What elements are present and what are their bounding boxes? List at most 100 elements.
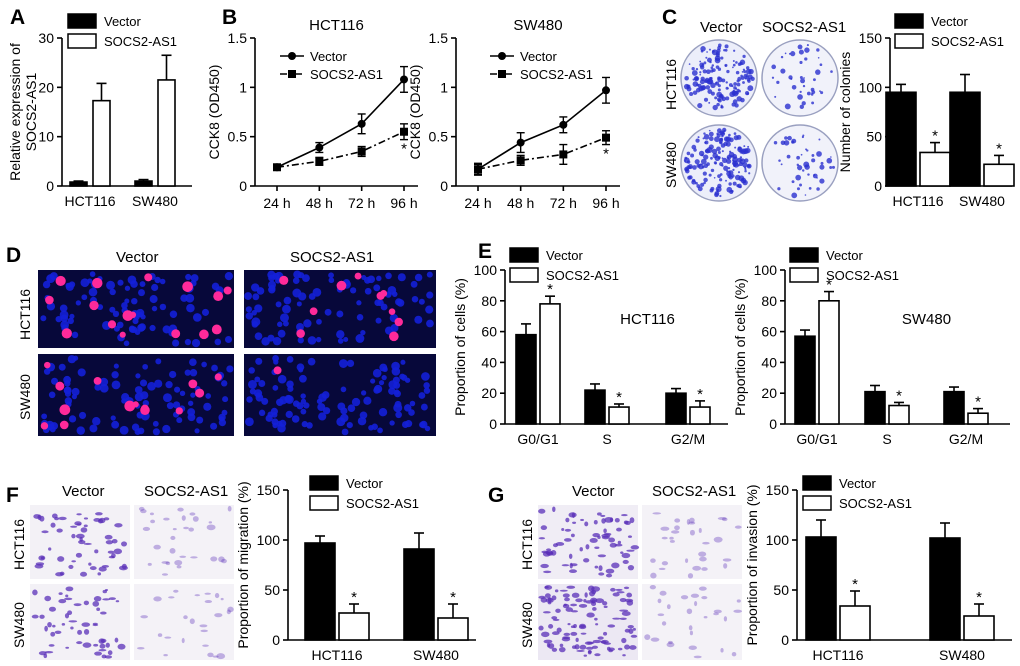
- legend-swatch-socs2: [894, 33, 924, 49]
- colony-dot: [710, 168, 715, 173]
- edu-positive-nucleus: [182, 281, 193, 292]
- colony-dot: [722, 157, 728, 164]
- colony-dot: [707, 89, 713, 94]
- stained-cell: [575, 637, 579, 642]
- nucleus: [292, 277, 300, 285]
- nucleus: [154, 379, 163, 388]
- colony-dot: [736, 184, 740, 188]
- colony-dot: [735, 70, 740, 75]
- stained-cell: [687, 573, 694, 579]
- chart-c: 0 50 100 150 Number of colonies HCT116 * SW480 *…: [837, 13, 1015, 209]
- nucleus: [388, 387, 396, 395]
- legend-label-socs2: SOCS2-AS1: [839, 496, 912, 511]
- colony-dot: [707, 78, 714, 85]
- y-axis-label: Number of colonies: [837, 52, 853, 173]
- nucleus: [277, 374, 287, 384]
- nucleus: [75, 300, 81, 306]
- edu-row-label-hct116: HCT116: [17, 289, 33, 340]
- nucleus: [371, 423, 378, 430]
- stained-cell: [659, 590, 667, 596]
- nucleus: [395, 411, 402, 419]
- stained-cell: [597, 554, 607, 558]
- colony-dot: [729, 137, 734, 143]
- stained-cell: [98, 649, 107, 652]
- nucleus: [71, 387, 80, 396]
- colony-dot: [771, 64, 777, 70]
- nucleus: [315, 336, 322, 343]
- bar-socs2: [689, 406, 711, 425]
- stained-cell: [538, 537, 546, 540]
- line-vector: [477, 89, 607, 170]
- nucleus: [423, 382, 430, 389]
- nucleus: [124, 285, 131, 291]
- migration-row-label-sw480: SW480: [11, 602, 27, 648]
- nucleus: [121, 302, 128, 309]
- colony-dot: [733, 162, 739, 168]
- legend-label-vector: Vector: [839, 476, 877, 491]
- stained-cell: [212, 655, 219, 658]
- nucleus: [419, 420, 428, 429]
- nucleus: [151, 305, 158, 312]
- colony-dot: [747, 79, 751, 83]
- colony-dot: [739, 156, 743, 159]
- stained-cell: [161, 573, 169, 576]
- colony-dot: [744, 168, 747, 171]
- bar-vector: [929, 537, 961, 641]
- nucleus: [191, 338, 201, 348]
- colony-dot: [829, 166, 833, 169]
- stained-cell: [114, 523, 123, 528]
- colony-dot: [804, 164, 810, 170]
- colony-dot: [686, 151, 691, 156]
- nucleus: [423, 387, 431, 394]
- stained-cell: [632, 627, 636, 631]
- nucleus: [192, 313, 202, 322]
- nucleus: [49, 426, 56, 433]
- y-tick-label: 150: [859, 30, 883, 46]
- stained-cell: [93, 643, 99, 647]
- invasion-row-label-hct116: HCT116: [519, 519, 535, 570]
- nucleus: [380, 303, 388, 311]
- colony-dot: [696, 163, 701, 168]
- stained-cell: [650, 637, 660, 642]
- colony-dot: [685, 168, 689, 172]
- stained-cell: [592, 607, 597, 611]
- nucleus: [324, 308, 332, 316]
- nucleus: [300, 408, 307, 415]
- colony-dot: [810, 93, 814, 96]
- colony-dot: [819, 90, 821, 93]
- nucleus: [395, 298, 403, 306]
- colony-dot: [725, 96, 730, 101]
- stained-cell: [65, 586, 74, 592]
- stained-cell: [570, 533, 575, 538]
- invasion-row-label-sw480: SW480: [519, 602, 535, 648]
- nucleus: [214, 338, 222, 346]
- significance-marker: *: [450, 589, 456, 606]
- stained-cell: [652, 512, 662, 515]
- nucleus: [187, 400, 194, 406]
- edu-positive-nucleus: [223, 286, 232, 295]
- colony-dot: [687, 84, 690, 87]
- colony-dot: [699, 60, 702, 63]
- stained-cell: [592, 645, 599, 649]
- stained-cell: [612, 617, 621, 620]
- colony-dot: [703, 132, 706, 135]
- stained-cell: [68, 564, 74, 569]
- colony-dot: [784, 136, 788, 140]
- colony-dot: [700, 182, 705, 187]
- nucleus: [273, 359, 279, 365]
- colony-dot: [740, 76, 745, 80]
- stained-cell: [194, 594, 201, 597]
- stained-cell: [103, 517, 110, 521]
- stained-cell: [688, 645, 697, 650]
- stained-cell: [612, 592, 620, 597]
- y-tick-label: 20: [761, 385, 777, 401]
- edu-positive-nucleus: [61, 328, 72, 339]
- nucleus: [410, 280, 418, 288]
- stained-cell: [71, 560, 76, 563]
- x-tick-label: HCT116: [64, 193, 115, 209]
- stained-cell: [104, 655, 112, 659]
- nucleus: [356, 314, 364, 321]
- nucleus: [255, 393, 264, 402]
- stained-cell: [600, 514, 606, 517]
- nucleus: [58, 363, 66, 371]
